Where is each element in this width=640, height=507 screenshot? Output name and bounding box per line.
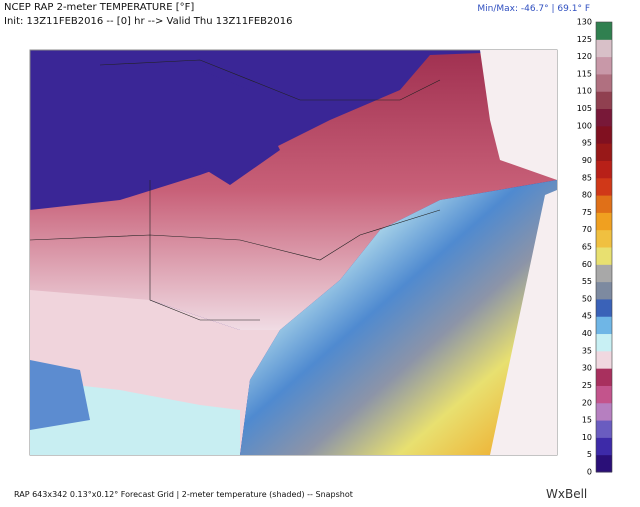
border-line	[99, 59, 441, 101]
colorbar-label: 10	[582, 433, 592, 442]
map: 0 5 10 15 20 25 30 35 40 45 50 55 60 65 70 75 80 85 90 95 10…	[29, 18, 613, 477]
colorbar-swatch	[596, 195, 612, 213]
colorbar-label: 30	[582, 364, 592, 373]
colorbar-swatch	[596, 437, 612, 456]
colorbar-label: 95	[582, 139, 592, 148]
colorbar-label: 40	[582, 329, 592, 338]
colorbar-swatch	[596, 264, 612, 283]
colorbar-swatch	[596, 247, 612, 265]
colorbar-label: 75	[582, 208, 592, 217]
colorbar-label: 90	[582, 156, 592, 165]
colorbar-swatch	[596, 420, 612, 438]
colorbar-swatch	[596, 73, 612, 92]
footer-caption: RAP 643x342 0.13°x0.12° Forecast Grid | …	[14, 490, 353, 499]
colorbar-swatch	[596, 281, 612, 300]
colorbar-label: 115	[577, 69, 592, 78]
colorbar-swatch	[596, 454, 612, 473]
map-title: NCEP RAP 2-meter TEMPERATURE [°F]	[4, 2, 195, 13]
colorbar-label: 25	[582, 381, 592, 390]
colorbar-label: 45	[582, 312, 592, 321]
colorbar-label: 100	[577, 121, 592, 130]
colorbar-label: 20	[582, 398, 592, 407]
ne-corner	[480, 50, 557, 455]
colorbar-border	[595, 21, 613, 473]
colorbar-label: 85	[582, 173, 592, 182]
ocean	[240, 180, 557, 455]
min-max: Min/Max: -46.7° | 69.1° F	[477, 4, 590, 14]
colorbar-swatch	[596, 212, 612, 231]
colorbar-label: 120	[577, 52, 592, 61]
great-lakes-cold	[150, 70, 280, 185]
colorbar-label: 130	[577, 18, 592, 27]
colorbar-swatch	[596, 385, 612, 404]
colorbar-label: 110	[577, 87, 592, 96]
colorbar-label: 15	[582, 416, 592, 425]
colorbar-swatch	[596, 368, 612, 386]
colorbar-label: 35	[582, 346, 592, 355]
colorbar-swatch	[596, 160, 612, 179]
colorbar-label: 50	[582, 294, 592, 303]
colorbar-label: 55	[582, 277, 592, 286]
colorbar-swatch	[596, 298, 612, 317]
border-line	[149, 180, 260, 321]
colorbar-label: 125	[577, 35, 592, 44]
colorbar-label: 0	[587, 468, 592, 477]
colorbar-swatch	[596, 91, 612, 110]
colorbar-label: 65	[582, 243, 592, 252]
colorbar-label: 70	[582, 225, 592, 234]
border-line	[29, 209, 441, 261]
colorbar-swatch	[596, 316, 612, 335]
colorbar-swatch	[596, 108, 612, 127]
colorbar: 0 5 10 15 20 25 30 35 40 45 50 55 60 65 70 75 80 85 90 95 10…	[577, 18, 613, 477]
gulf-sw	[30, 360, 90, 430]
colorbar-swatch	[596, 229, 612, 248]
colorbar-swatch	[596, 143, 612, 161]
colorbar-swatch	[596, 22, 612, 40]
colorbar-swatch	[596, 350, 612, 369]
colorbar-label: 80	[582, 191, 592, 200]
warm-band	[30, 50, 557, 330]
colorbar-swatch	[596, 125, 612, 144]
colorbar-swatch	[596, 402, 612, 421]
logo: WxBell	[546, 487, 588, 501]
init-line: Init: 13Z11FEB2016 -- [0] hr --> Valid T…	[4, 16, 293, 27]
colorbar-swatch	[596, 39, 612, 58]
colorbar-swatch	[596, 56, 612, 75]
colorbar-swatch	[596, 333, 612, 352]
colorbar-label: 60	[582, 260, 592, 269]
colorbar-label: 5	[587, 450, 592, 459]
colorbar-swatch	[596, 177, 612, 196]
colorbar-label: 105	[577, 104, 592, 113]
